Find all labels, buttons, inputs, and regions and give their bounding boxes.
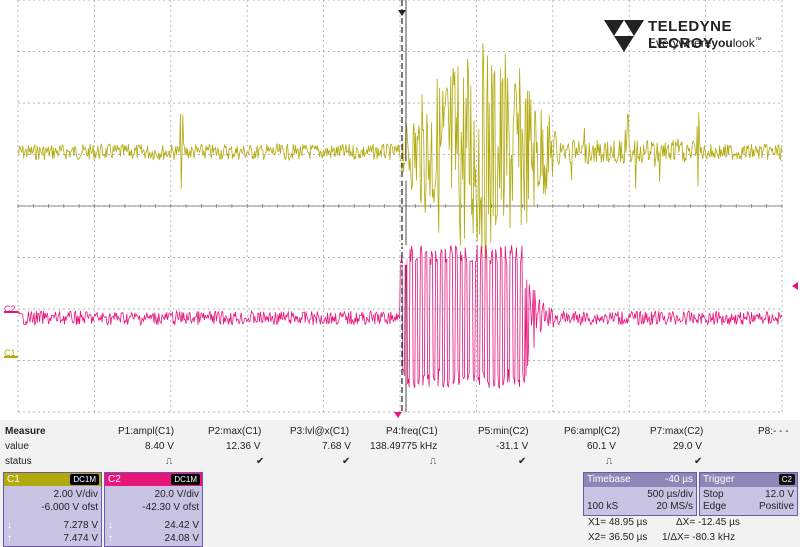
- cursor-x1-readout: X1= 48.95 µs: [588, 517, 648, 528]
- c1-cursor2-value: 7.474 V: [63, 533, 98, 544]
- timebase-label: Timebase: [587, 474, 631, 485]
- c2-box-header: C2 DC1M: [105, 473, 202, 486]
- cursor-up-icon: ↑: [7, 533, 12, 544]
- measure-title[interactable]: Measure: [5, 426, 46, 437]
- param-p6-value: 60.1 V: [587, 441, 616, 452]
- c2-box-label: C2: [108, 474, 121, 485]
- cursor-c1-crosshair: [397, 161, 407, 181]
- lecroy-emblem-icon: [604, 20, 644, 52]
- param-p5-value: -31.1 V: [496, 441, 529, 452]
- c2-offset: -42.30 V ofst: [142, 502, 199, 513]
- timebase-tdiv: 500 µs/div: [647, 489, 693, 500]
- param-p8-name[interactable]: P8:- - -: [758, 426, 789, 437]
- cursor-x2-readout: X2= 36.50 µs: [588, 532, 648, 543]
- cursor-dx-readout: ΔX= -12.45 µs: [676, 517, 740, 528]
- c2-channel-box[interactable]: C2 DC1M 20.0 V/div -42.30 V ofst ↓ 24.42…: [104, 472, 203, 547]
- timebase-delay: -40 µs: [665, 474, 693, 485]
- trigger-mode: Stop: [703, 489, 724, 500]
- trigger-bottom-marker: [394, 412, 402, 418]
- trigger-source-badge: C2: [778, 474, 795, 485]
- param-p3-value: 7.68 V: [322, 441, 351, 452]
- trigger-label: Trigger: [703, 474, 735, 485]
- param-p6-name[interactable]: P6:ampl(C2): [564, 426, 621, 437]
- param-p3-name[interactable]: P3:lvl@x(C1): [290, 426, 350, 437]
- param-p4-name[interactable]: P4:freq(C1): [386, 426, 438, 437]
- cursor-down-icon: ↓: [7, 520, 12, 531]
- c1-coupling-badge: DC1M: [70, 474, 99, 485]
- param-p2-name[interactable]: P2:max(C1): [208, 426, 262, 437]
- teledyne-lecroy-logo: TELEDYNE LECROY Everywhereyoulook™: [602, 14, 792, 54]
- c1-waveform: [17, 43, 783, 260]
- trigger-time-marker: [398, 10, 406, 16]
- measure-value-row: value 8.40 V 12.36 V 7.68 V 138.49775 kH…: [0, 441, 800, 455]
- brand-name: TELEDYNE LECROY: [648, 18, 733, 52]
- param-p1-value: 8.40 V: [145, 441, 174, 452]
- check-status-icon: ✔: [694, 456, 703, 467]
- c1-channel-box[interactable]: C1 DC1M 2.00 V/div -6.000 V ofst ↓ 7.278…: [3, 472, 102, 547]
- pulse-status-icon: ⎍: [166, 456, 173, 466]
- c2-coupling-badge: DC1M: [171, 474, 200, 485]
- pulse-status-icon: ⎍: [430, 456, 437, 466]
- trigger-header: Trigger C2: [700, 473, 797, 487]
- param-p7-name[interactable]: P7:max(C2): [650, 426, 704, 437]
- value-row-label: value: [5, 441, 29, 452]
- c2-waveform: [17, 245, 783, 389]
- c1-ground-marker[interactable]: C1: [4, 348, 16, 358]
- c1-box-label: C1: [7, 474, 20, 485]
- measure-status-row: status ⎍ ✔ ✔ ⎍ ✔ ⎍ ✔: [0, 456, 800, 470]
- c1-offset: -6.000 V ofst: [41, 502, 98, 513]
- param-p7-value: 29.0 V: [673, 441, 702, 452]
- waveform-display[interactable]: TELEDYNE LECROY Everywhereyoulook™ C2 C1: [0, 0, 800, 420]
- pulse-status-icon: ⎍: [606, 456, 613, 466]
- timebase-header: Timebase -40 µs: [584, 473, 696, 487]
- c1-vdiv: 2.00 V/div: [53, 489, 98, 500]
- cursor-invdx-readout: 1/ΔX= -80.3 kHz: [662, 532, 736, 543]
- c2-vdiv: 20.0 V/div: [154, 489, 199, 500]
- cursor-down-icon: ↓: [108, 520, 113, 531]
- trigger-box[interactable]: Trigger C2 Stop 12.0 V Edge Positive: [699, 472, 798, 516]
- c2-cursor1-value: 24.42 V: [164, 520, 199, 531]
- check-status-icon: ✔: [256, 456, 265, 467]
- measure-header-row: Measure P1:ampl(C1) P2:max(C1) P3:lvl@x(…: [0, 426, 800, 440]
- param-p5-name[interactable]: P5:min(C2): [478, 426, 529, 437]
- param-p4-value: 138.49775 kHz: [370, 441, 438, 452]
- param-p1-name[interactable]: P1:ampl(C1): [118, 426, 175, 437]
- timebase-samples: 100 kS: [587, 501, 619, 512]
- trigger-slope: Positive: [758, 501, 794, 512]
- c1-cursor1-value: 7.278 V: [63, 520, 98, 531]
- cursor-up-icon: ↑: [108, 533, 113, 544]
- c1-box-header: C1 DC1M: [4, 473, 101, 486]
- status-row-label: status: [5, 456, 32, 467]
- trigger-level: 12.0 V: [765, 489, 794, 500]
- timebase-box[interactable]: Timebase -40 µs 500 µs/div 100 kS 20 MS/…: [583, 472, 697, 516]
- measure-panel: Measure P1:ampl(C1) P2:max(C1) P3:lvl@x(…: [0, 420, 800, 547]
- check-status-icon: ✔: [342, 456, 351, 467]
- c2-ground-marker[interactable]: C2: [4, 304, 16, 314]
- cursor-c2-crosshair: [397, 245, 407, 265]
- brand-tagline: Everywhereyoulook™: [648, 36, 762, 50]
- param-p2-value: 12.36 V: [226, 441, 261, 452]
- c2-cursor2-value: 24.08 V: [164, 533, 199, 544]
- trigger-type: Edge: [703, 501, 727, 512]
- graticule: [4, 0, 798, 418]
- timebase-rate: 20 MS/s: [656, 501, 693, 512]
- check-status-icon: ✔: [518, 456, 527, 467]
- trigger-level-marker: [792, 282, 798, 290]
